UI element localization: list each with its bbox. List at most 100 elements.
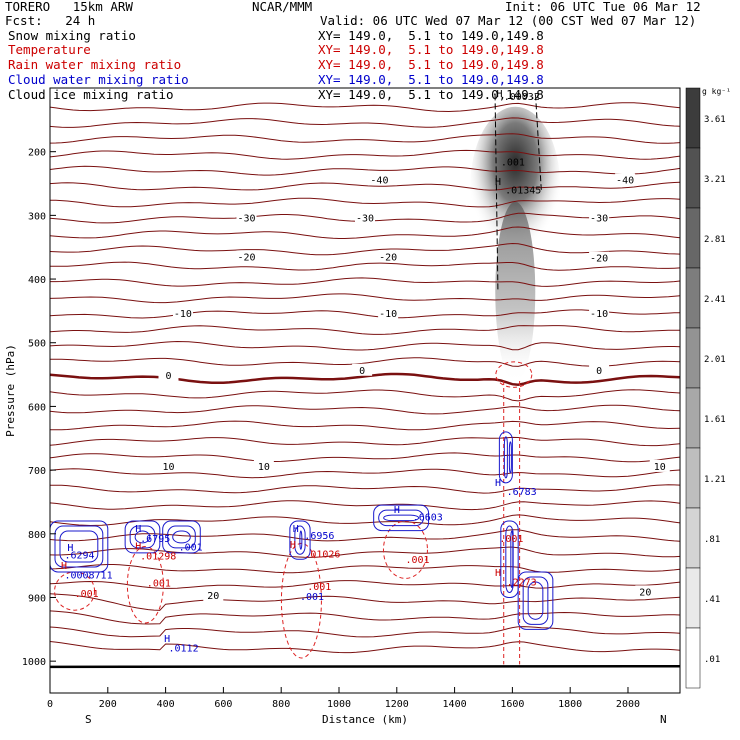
isotherm-label: 10 bbox=[654, 462, 666, 473]
value-label: .0008711 bbox=[64, 570, 112, 581]
valid-time: Valid: 06 UTC Wed 07 Mar 12 (00 CST Wed … bbox=[320, 13, 697, 28]
colorbar-label: 1.21 bbox=[704, 475, 726, 485]
cloud-contour bbox=[299, 530, 303, 550]
value-label: .001 bbox=[501, 158, 525, 169]
x-tick-label: 0 bbox=[47, 699, 53, 710]
isotherm bbox=[49, 593, 681, 611]
cloud-contour bbox=[503, 436, 508, 479]
cloud-contour bbox=[124, 520, 161, 554]
value-label: .001 bbox=[499, 534, 523, 545]
value-label: .6294 bbox=[64, 551, 94, 562]
maximum-marker: H bbox=[293, 524, 299, 535]
ice-contour bbox=[494, 94, 542, 292]
colorbar-label: .41 bbox=[704, 595, 720, 605]
isotherm bbox=[49, 325, 680, 335]
value-label: .6783 bbox=[507, 487, 537, 498]
maximum-marker: H bbox=[61, 561, 67, 572]
isotherm bbox=[49, 420, 681, 431]
cloud-contour bbox=[378, 509, 425, 527]
y-tick-label: 700 bbox=[28, 466, 46, 477]
isotherm bbox=[49, 226, 681, 239]
isotherm-label: 0 bbox=[165, 371, 171, 382]
value-label: .001 bbox=[405, 555, 429, 566]
isotherm bbox=[49, 242, 681, 256]
rain-contours bbox=[54, 361, 533, 665]
cloud-contour bbox=[510, 530, 514, 588]
colorbar-segment bbox=[685, 507, 701, 569]
colorbar-label: 1.61 bbox=[704, 415, 726, 425]
value-label: .01345 bbox=[505, 186, 541, 197]
isotherm-label-bg bbox=[158, 368, 179, 381]
maximum-marker: H bbox=[67, 543, 73, 554]
colorbar-segment bbox=[685, 207, 701, 269]
isotherm-label-bg bbox=[649, 459, 670, 472]
colorbar-segment bbox=[685, 327, 701, 389]
isotherm-label-bg bbox=[369, 173, 390, 186]
maximum-marker: H bbox=[135, 542, 141, 553]
x-tick-label: 800 bbox=[272, 699, 290, 710]
cloud-contour bbox=[54, 525, 104, 568]
x-end-right: N bbox=[660, 713, 667, 726]
colorbar-segment bbox=[685, 147, 701, 209]
legend-cloudwater-label: Cloud water mixing ratio bbox=[8, 72, 189, 87]
isotherm bbox=[49, 626, 681, 638]
isotherm-label: -20 bbox=[237, 252, 255, 263]
cloud-contour bbox=[172, 530, 191, 544]
isotherm bbox=[49, 261, 681, 271]
value-label: .00032 bbox=[504, 92, 540, 103]
isotherm-label-bg bbox=[378, 250, 399, 263]
isotherm-zero bbox=[49, 372, 681, 386]
model-title: TORERO 15km ARW bbox=[5, 0, 133, 14]
value-label: .2273 bbox=[507, 577, 537, 588]
x-end-left: S bbox=[85, 713, 92, 726]
value-label: .01298 bbox=[140, 551, 176, 562]
colorbar-label: 2.41 bbox=[704, 295, 726, 305]
cloud-contour bbox=[162, 520, 201, 554]
y-tick-label: 900 bbox=[28, 593, 46, 604]
isotherm-label: 0 bbox=[359, 366, 365, 377]
colorbar-label: 2.01 bbox=[704, 355, 726, 365]
y-tick-label: 200 bbox=[28, 148, 46, 159]
isotherm bbox=[49, 641, 681, 654]
cloud-contour bbox=[498, 431, 513, 484]
colorbar-segment bbox=[685, 387, 701, 449]
isotherm-label: -30 bbox=[237, 214, 255, 225]
value-label: .001 bbox=[300, 592, 324, 603]
isotherm bbox=[49, 102, 681, 113]
isotherm-label-bg bbox=[158, 459, 179, 472]
chart-labels: 0 200 400 600 800 1000 1200 1400 1600 1800 2000200… bbox=[4, 89, 670, 726]
y-tick-label: 800 bbox=[28, 530, 46, 541]
legend-temp-xy: XY= 149.0, 5.1 to 149.0,149.8 bbox=[318, 42, 544, 57]
rain-contour bbox=[126, 546, 164, 624]
isotherm-label: 20 bbox=[639, 587, 651, 598]
cloud-contour bbox=[500, 520, 519, 598]
y-tick-label: 1000 bbox=[22, 657, 46, 668]
snow-shading bbox=[470, 106, 561, 382]
legend-cloudwater-xy: XY= 149.0, 5.1 to 149.0,149.8 bbox=[318, 72, 544, 87]
isotherm-label: -20 bbox=[590, 254, 608, 265]
isotherm-label-bg bbox=[615, 173, 636, 186]
isotherm-label: -10 bbox=[379, 309, 397, 320]
maximum-marker: H bbox=[135, 524, 141, 535]
isotherm bbox=[49, 564, 681, 574]
isotherm bbox=[49, 500, 681, 511]
value-label: .6956 bbox=[304, 531, 334, 542]
isotherm-label-bg bbox=[172, 307, 193, 320]
isotherm-label: 10 bbox=[162, 462, 174, 473]
isotherm bbox=[49, 389, 681, 402]
snow-plume-core bbox=[470, 106, 561, 267]
colorbar-segment bbox=[685, 447, 701, 509]
cloud-contour bbox=[373, 504, 430, 532]
cloud-contour bbox=[167, 525, 196, 549]
y-tick-label: 300 bbox=[28, 211, 46, 222]
isotherm bbox=[50, 197, 681, 208]
ground-line bbox=[49, 665, 681, 669]
maximum-marker: H bbox=[164, 634, 170, 645]
cloud-water-contours bbox=[49, 431, 554, 630]
isotherm-label: -10 bbox=[174, 309, 192, 320]
cloud-contour bbox=[59, 530, 99, 563]
y-axis-title: Pressure (hPa) bbox=[4, 344, 17, 437]
maximum-marker: H bbox=[496, 89, 502, 100]
maximum-marker: H bbox=[495, 568, 501, 579]
